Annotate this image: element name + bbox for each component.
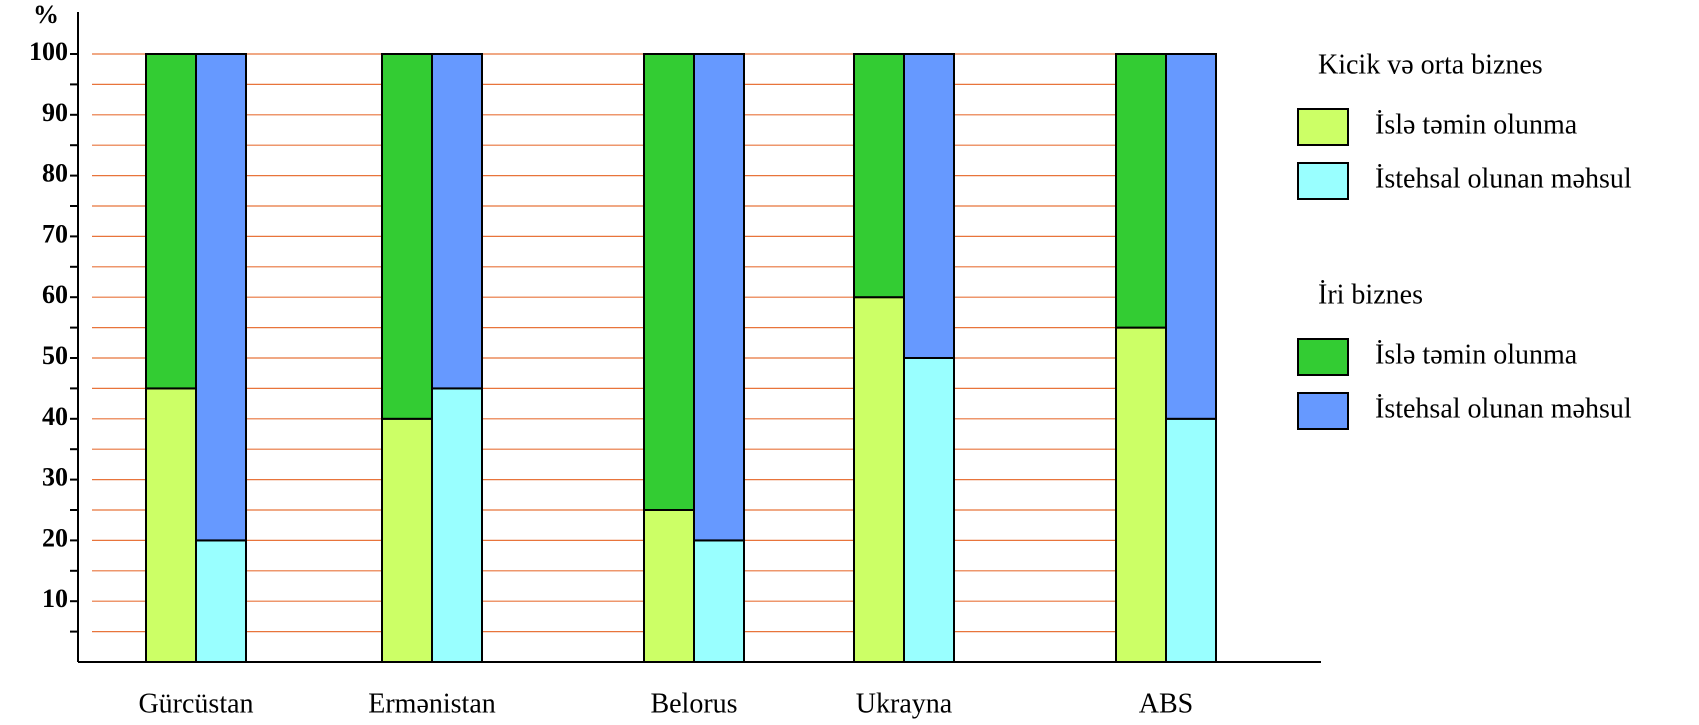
bar-segment	[381, 53, 433, 420]
bar-segment	[1115, 326, 1167, 663]
bar-segment	[643, 53, 695, 511]
y-tick-label: 60	[42, 280, 68, 309]
bar-segment	[1115, 53, 1167, 329]
legend-swatch	[1297, 392, 1349, 430]
y-tick-label: 70	[42, 219, 68, 248]
bar-segment	[903, 357, 955, 663]
y-tick-label: 30	[42, 463, 68, 492]
bar-segment	[431, 53, 483, 390]
y-tick-label: 80	[42, 159, 68, 188]
legend-label: İslə təmin olunma	[1375, 109, 1578, 140]
bar-segment	[1165, 53, 1217, 420]
bar-segment	[195, 539, 247, 664]
bar-segment	[853, 53, 905, 299]
bar-segment	[643, 509, 695, 663]
bar-segment	[431, 387, 483, 663]
legend-label: İstehsal olunan məhsul	[1375, 393, 1632, 424]
bar-segment	[145, 53, 197, 390]
bar-segment	[195, 53, 247, 542]
bar-segment	[1165, 417, 1217, 663]
bar-segment	[693, 53, 745, 542]
legend-label: İslə təmin olunma	[1375, 339, 1578, 370]
y-tick-label: 90	[42, 98, 68, 127]
y-axis-label: %	[33, 0, 59, 29]
bar-segment	[693, 539, 745, 664]
y-tick-label: 10	[42, 584, 68, 613]
y-tick-label: 50	[42, 341, 68, 370]
x-tick-label: Gürcüstan	[138, 688, 253, 719]
bar-segment	[381, 417, 433, 663]
y-tick-label: 20	[42, 523, 68, 552]
bar-segment	[903, 53, 955, 359]
y-tick-label: 100	[29, 37, 68, 66]
legend-label: İstehsal olunan məhsul	[1375, 163, 1632, 194]
x-tick-label: Belorus	[650, 688, 737, 719]
legend-swatch	[1297, 108, 1349, 146]
legend-group-title: Kicik və orta biznes	[1318, 49, 1543, 80]
y-tick-label: 40	[42, 402, 68, 431]
legend-group-title: İri biznes	[1318, 279, 1423, 310]
legend-swatch	[1297, 338, 1349, 376]
x-tick-label: Ukrayna	[856, 688, 953, 719]
x-tick-label: ABS	[1139, 688, 1193, 719]
bar-segment	[145, 387, 197, 663]
x-tick-label: Ermənistan	[368, 688, 496, 719]
legend-swatch	[1297, 162, 1349, 200]
bar-segment	[853, 296, 905, 663]
